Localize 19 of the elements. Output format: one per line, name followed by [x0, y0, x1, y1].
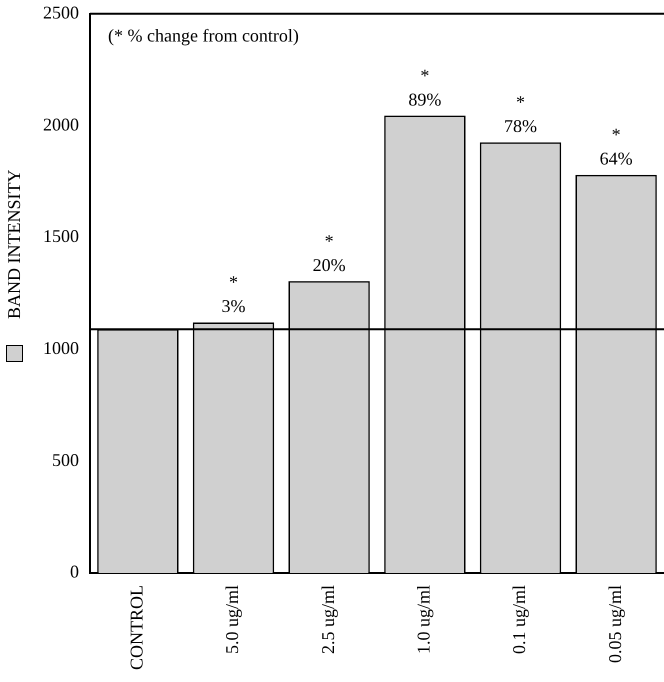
annotation: * 3% [222, 272, 246, 316]
annotation: * 89% [408, 65, 442, 110]
y-tick-label: 1000 [43, 338, 79, 358]
x-tick-label: CONTROL [126, 585, 147, 670]
x-tick-label: 2.5 ug/ml [318, 585, 338, 654]
annotation: (* % change from control) [108, 26, 299, 46]
text: BAND INTENSITY [4, 170, 25, 319]
y-tick-label: 2500 [43, 2, 79, 23]
annotation: * 78% [504, 92, 537, 136]
y-tick-label: 1500 [43, 226, 79, 246]
y-tick-label: 2000 [43, 114, 79, 134]
annotation: * 64% [600, 124, 633, 169]
x-tick-label: 1.0 ug/ml [414, 585, 434, 654]
annotation: * 20% [312, 230, 346, 275]
x-tick-label: 0.1 ug/ml [509, 585, 530, 654]
y-tick-label: 500 [52, 450, 79, 470]
x-tick-label: 0.05 ug/ml [604, 585, 625, 664]
y-tick-label: 0 [70, 562, 79, 582]
x-tick-label: 5.0 ug/ml [222, 585, 242, 654]
